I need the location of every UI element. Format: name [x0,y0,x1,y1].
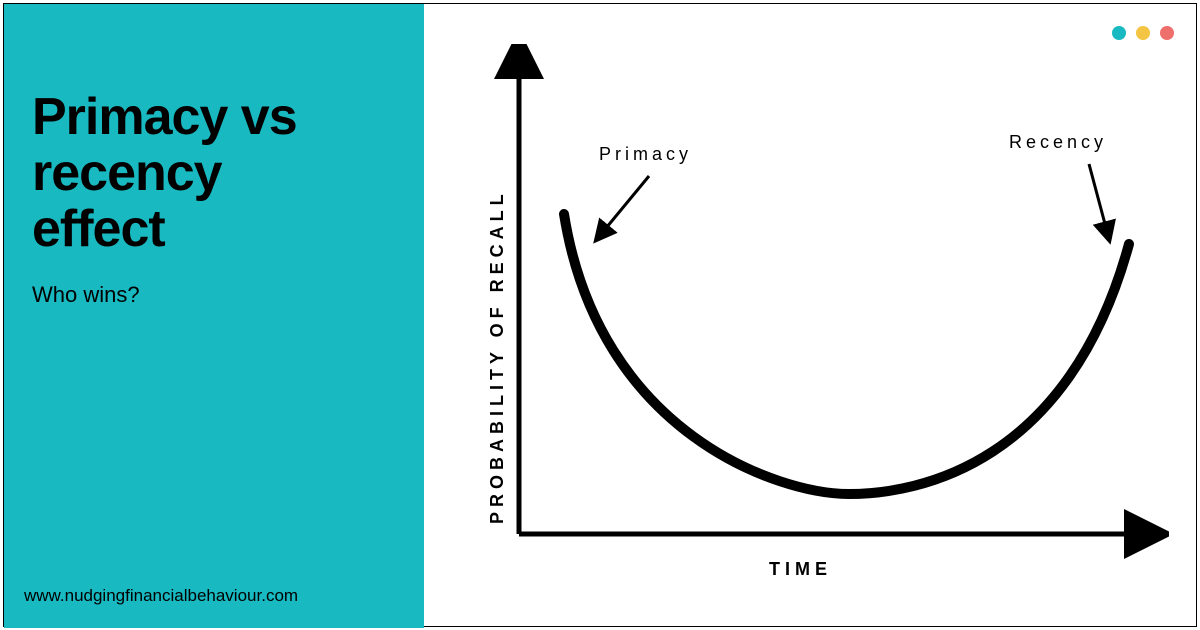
subtitle: Who wins? [32,282,140,308]
serial-position-chart [449,44,1169,604]
dot-icon [1136,26,1150,40]
dot-icon [1160,26,1174,40]
y-axis-label: PROBABILITY OF RECALL [487,189,508,524]
annotation-arrows [597,164,1109,239]
chart-container: PROBABILITY OF RECALL TIME Primacy Recen… [449,44,1169,604]
dot-icon [1112,26,1126,40]
decorative-dots [1112,26,1174,40]
x-axis-label: TIME [769,559,832,580]
left-panel: Primacy vsrecencyeffect Who wins? www.nu… [4,4,424,628]
primacy-label: Primacy [599,144,692,165]
card-frame: Primacy vsrecencyeffect Who wins? www.nu… [3,3,1197,627]
page-title: Primacy vsrecencyeffect [32,89,297,257]
source-url: www.nudgingfinancialbehaviour.com [24,586,298,606]
recall-curve [564,214,1129,494]
recency-label: Recency [1009,132,1107,153]
chart-axes [519,54,1149,534]
